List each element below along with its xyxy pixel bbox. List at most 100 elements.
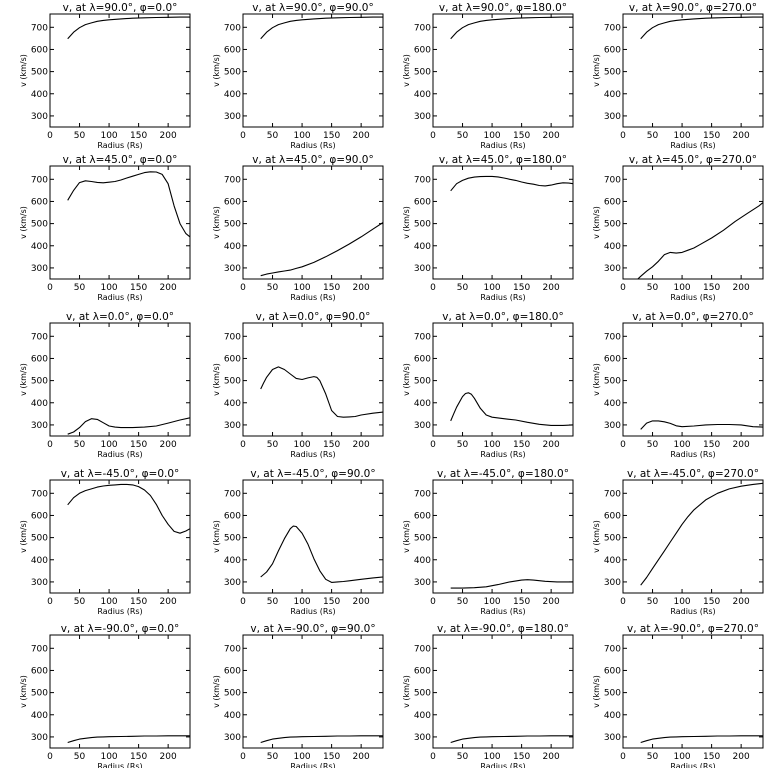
y-tick-label: 500 [31, 534, 48, 544]
y-tick-label: 700 [604, 175, 621, 185]
x-axis-label: Radius (Rs) [97, 762, 142, 768]
panel-3: v, at λ=90.0°, φ=180.0° 0 50 100 150 200 300 40… [402, 2, 574, 150]
x-tick-label: 200 [543, 440, 560, 450]
y-tick-label: 400 [604, 242, 621, 252]
panel-12: v, at λ=0.0°, φ=270.0° 0 50 100 150 200 300 400… [592, 311, 764, 459]
panel-title: v, at λ=90.0°, φ=0.0° [63, 2, 178, 14]
y-tick-label: 500 [604, 377, 621, 387]
x-tick-label: 150 [323, 752, 340, 762]
x-tick-label: 200 [353, 440, 370, 450]
x-tick-label: 50 [267, 752, 279, 762]
y-tick-label: 700 [414, 23, 431, 33]
x-tick-label: 200 [160, 597, 177, 607]
x-tick-label: 200 [733, 597, 750, 607]
y-tick-label: 600 [224, 45, 241, 55]
panel-2: v, at λ=90.0°, φ=90.0° 0 50 100 150 200 300 400… [212, 2, 384, 150]
x-tick-label: 50 [647, 752, 659, 762]
x-tick-label: 100 [293, 752, 310, 762]
y-tick-label: 400 [414, 242, 431, 252]
panel-10: v, at λ=0.0°, φ=90.0° 0 50 100 150 200 300 400 5… [212, 311, 384, 459]
y-tick-label: 600 [414, 666, 431, 676]
series-line [260, 16, 383, 40]
y-axis-label: v (km/s) [592, 206, 601, 239]
y-tick-label: 700 [604, 489, 621, 499]
panel-title: v, at λ=-90.0°, φ=180.0° [437, 623, 569, 635]
y-tick-label: 600 [224, 666, 241, 676]
y-tick-label: 700 [31, 175, 48, 185]
panel-20: v, at λ=-90.0°, φ=270.0° 0 50 100 150 200 300 4… [592, 623, 764, 771]
plot-frame [432, 479, 574, 594]
y-axis-label: v (km/s) [402, 206, 411, 239]
x-tick-label: 100 [483, 283, 500, 293]
x-tick-label: 50 [74, 597, 86, 607]
y-tick-label: 300 [414, 578, 431, 588]
y-tick-label: 300 [414, 421, 431, 431]
x-tick-label: 200 [160, 440, 177, 450]
x-tick-label: 0 [47, 597, 53, 607]
y-tick-label: 300 [414, 112, 431, 122]
y-tick-label: 400 [31, 711, 48, 721]
series-line [67, 735, 190, 744]
x-axis-label: Radius (Rs) [290, 141, 335, 150]
panel-title: v, at λ=45.0°, φ=0.0° [63, 154, 178, 166]
series-line [450, 735, 573, 744]
panel-title: v, at λ=-45.0°, φ=90.0° [250, 468, 375, 480]
y-tick-label: 700 [224, 175, 241, 185]
plot-frame [432, 165, 574, 280]
plot-frame [49, 13, 191, 128]
x-tick-label: 50 [267, 283, 279, 293]
x-tick-label: 200 [733, 752, 750, 762]
y-tick-label: 300 [414, 733, 431, 743]
x-tick-label: 0 [240, 131, 246, 141]
y-tick-label: 500 [414, 689, 431, 699]
y-tick-label: 600 [604, 666, 621, 676]
series-line [67, 171, 191, 238]
series-line [260, 222, 384, 277]
series-line [640, 482, 764, 586]
x-tick-label: 50 [74, 283, 86, 293]
panel-11: v, at λ=0.0°, φ=180.0° 0 50 100 150 200 300 400… [402, 311, 574, 459]
y-tick-label: 400 [224, 556, 241, 566]
panel-title: v, at λ=90.0°, φ=270.0° [629, 2, 757, 14]
y-tick-label: 500 [224, 689, 241, 699]
y-tick-label: 700 [414, 644, 431, 654]
y-tick-label: 400 [414, 399, 431, 409]
x-tick-label: 0 [47, 440, 53, 450]
y-tick-label: 300 [604, 421, 621, 431]
x-axis-label: Radius (Rs) [97, 141, 142, 150]
series-line [67, 16, 190, 40]
plot-frame [432, 634, 574, 749]
y-tick-label: 400 [414, 556, 431, 566]
panel-title: v, at λ=45.0°, φ=180.0° [439, 154, 567, 166]
x-tick-label: 0 [620, 131, 626, 141]
y-tick-label: 500 [224, 68, 241, 78]
x-tick-label: 200 [733, 440, 750, 450]
y-axis-label: v (km/s) [592, 520, 601, 553]
y-tick-label: 300 [604, 112, 621, 122]
x-tick-label: 100 [673, 131, 690, 141]
y-tick-label: 400 [604, 711, 621, 721]
y-tick-label: 600 [224, 197, 241, 207]
panel-17: v, at λ=-90.0°, φ=0.0° 0 50 100 150 200 300 400… [19, 623, 191, 771]
x-tick-label: 100 [100, 752, 117, 762]
plot-frame [432, 322, 574, 437]
panel-title: v, at λ=-90.0°, φ=270.0° [627, 623, 759, 635]
x-tick-label: 0 [430, 752, 436, 762]
y-axis-label: v (km/s) [402, 363, 411, 396]
panel-title: v, at λ=45.0°, φ=270.0° [629, 154, 757, 166]
x-tick-label: 200 [733, 131, 750, 141]
x-tick-label: 150 [323, 283, 340, 293]
y-tick-label: 500 [31, 68, 48, 78]
y-axis-label: v (km/s) [19, 54, 28, 87]
series-line [67, 417, 191, 435]
x-tick-label: 50 [267, 597, 279, 607]
panel-7: v, at λ=45.0°, φ=180.0° 0 50 100 150 200 300 40… [402, 154, 574, 302]
y-tick-label: 700 [31, 644, 48, 654]
series-line [640, 16, 763, 40]
y-tick-label: 300 [31, 421, 48, 431]
panel-1: v, at λ=90.0°, φ=0.0° 0 50 100 150 200 300 400 5… [19, 2, 191, 150]
y-tick-label: 400 [604, 556, 621, 566]
x-tick-label: 200 [543, 752, 560, 762]
x-tick-label: 150 [130, 597, 147, 607]
panel-title: v, at λ=0.0°, φ=180.0° [442, 311, 563, 323]
